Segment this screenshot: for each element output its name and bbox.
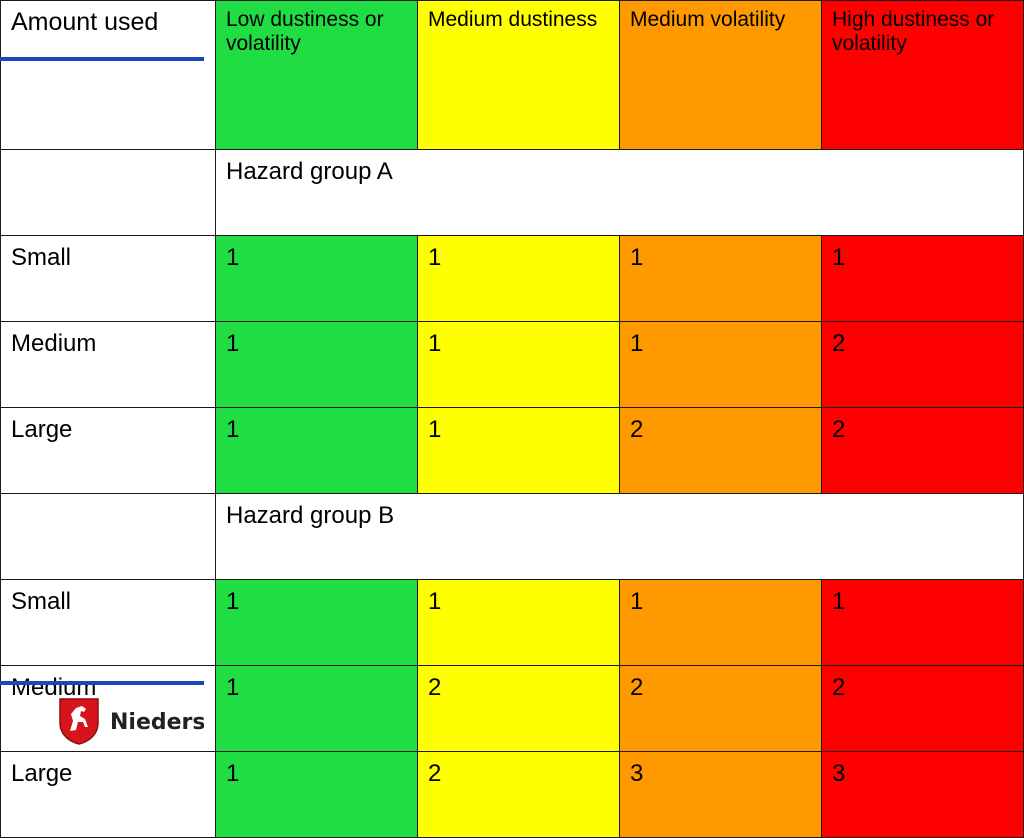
table-cell: 1 xyxy=(215,751,418,838)
table-cell: 1 xyxy=(619,235,822,322)
header-row: Amount used Low dustiness or volatility … xyxy=(0,0,1024,150)
table-cell: 1 xyxy=(417,579,620,666)
row-label: Large xyxy=(0,407,216,494)
coat-of-arms-horse-icon xyxy=(59,698,99,745)
row-label: Small xyxy=(0,579,216,666)
group-label-a: Hazard group A xyxy=(215,149,1024,236)
table-cell: 2 xyxy=(821,665,1024,752)
table-cell: 1 xyxy=(215,235,418,322)
table-cell: 1 xyxy=(215,579,418,666)
header-high-dustiness-volatility: High dustiness or volatility xyxy=(821,0,1024,150)
table-cell: 1 xyxy=(417,235,620,322)
table-row: Small 1 1 1 1 xyxy=(0,235,1024,322)
corner-header: Amount used xyxy=(0,0,216,150)
group-row-b: Hazard group B xyxy=(0,493,1024,580)
group-spacer-cell xyxy=(0,493,216,580)
table-row: Medium 1 2 2 2 xyxy=(0,665,1024,752)
table-cell: 2 xyxy=(619,665,822,752)
row-label: Medium xyxy=(0,321,216,408)
table-cell: 1 xyxy=(417,321,620,408)
table-row: Large 1 2 3 3 xyxy=(0,751,1024,838)
row-label: Medium xyxy=(0,665,216,752)
table-cell: 3 xyxy=(821,751,1024,838)
bottom-accent-rule xyxy=(0,681,204,685)
logo-text: Niedersachsen xyxy=(110,710,204,735)
top-accent-rule xyxy=(0,57,204,61)
niedersachsen-logo: Niedersachsen xyxy=(58,697,204,747)
table-cell: 1 xyxy=(215,665,418,752)
table-cell: 2 xyxy=(821,321,1024,408)
header-low-dustiness-volatility: Low dustiness or volatility xyxy=(215,0,418,150)
table-cell: 2 xyxy=(417,665,620,752)
table-cell: 2 xyxy=(821,407,1024,494)
table-cell: 1 xyxy=(619,321,822,408)
table-cell: 1 xyxy=(215,407,418,494)
table-cell: 2 xyxy=(619,407,822,494)
group-row-a: Hazard group A xyxy=(0,149,1024,236)
group-label-b: Hazard group B xyxy=(215,493,1024,580)
table-row: Medium 1 1 1 2 xyxy=(0,321,1024,408)
table-row: Large 1 1 2 2 xyxy=(0,407,1024,494)
table-cell: 1 xyxy=(417,407,620,494)
table-cell: 1 xyxy=(215,321,418,408)
table-row: Small 1 1 1 1 xyxy=(0,579,1024,666)
table-cell: 3 xyxy=(619,751,822,838)
row-label: Large xyxy=(0,751,216,838)
table-cell: 1 xyxy=(821,579,1024,666)
group-spacer-cell xyxy=(0,149,216,236)
table-cell: 2 xyxy=(417,751,620,838)
header-medium-volatility: Medium volatility xyxy=(619,0,822,150)
table-cell: 1 xyxy=(619,579,822,666)
row-label: Small xyxy=(0,235,216,322)
header-medium-dustiness: Medium dustiness xyxy=(417,0,620,150)
table-cell: 1 xyxy=(821,235,1024,322)
